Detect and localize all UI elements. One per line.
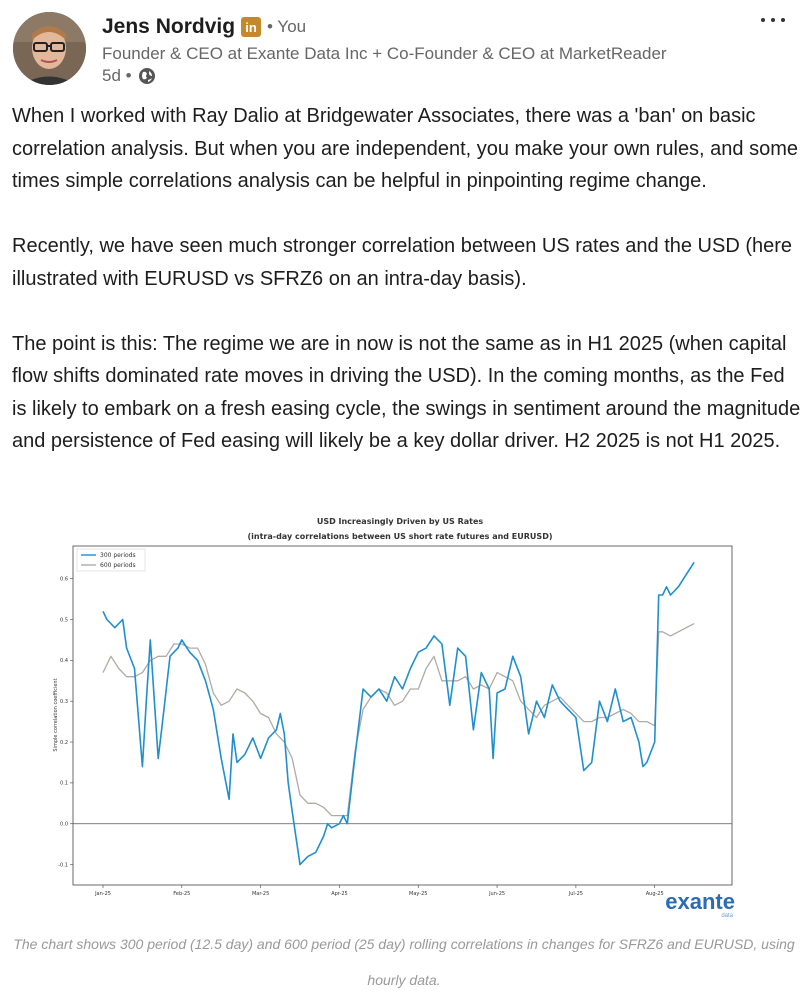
chart-image[interactable]: USD Increasingly Driven by US Rates (int…	[0, 512, 808, 920]
x-tick-label: May-25	[409, 891, 427, 897]
x-tick-label: Feb-25	[173, 891, 190, 897]
post-body: When I worked with Ray Dalio at Bridgewa…	[12, 100, 802, 490]
globe-icon	[138, 68, 155, 84]
post-header: Jens Nordvig in • You Founder & CEO at E…	[0, 0, 808, 92]
chart-title: USD Increasingly Driven by US Rates	[317, 517, 484, 526]
name-row: Jens Nordvig in • You	[102, 12, 667, 42]
correlation-chart: USD Increasingly Driven by US Rates (int…	[0, 512, 808, 920]
x-tick-label: Mar-25	[252, 891, 269, 897]
relation-label: • You	[267, 17, 307, 36]
series-layer	[102, 561, 695, 866]
y-tick-label: 0.1	[60, 781, 68, 787]
y-tick-label: 0.0	[60, 822, 68, 828]
author-headline: Founder & CEO at Exante Data Inc + Co-Fo…	[102, 44, 667, 63]
paragraph-1: When I worked with Ray Dalio at Bridgewa…	[12, 105, 799, 192]
author-block: Jens Nordvig in • You Founder & CEO at E…	[102, 12, 667, 86]
avatar[interactable]	[13, 12, 86, 85]
x-ticks: Jan-25 Feb-25 Mar-25 Apr-25 May-25 Jun-25 Jul-…	[94, 885, 664, 897]
y-axis-label: Simple correlation coefficient	[53, 678, 59, 751]
y-tick-label: 0.2	[60, 740, 68, 746]
image-caption: The chart shows 300 period (12.5 day) an…	[13, 936, 795, 988]
x-tick-label: Jul-25	[568, 891, 583, 897]
y-tick-label: -0.1	[58, 862, 68, 868]
author-name[interactable]: Jens Nordvig	[102, 15, 236, 38]
plot-frame	[72, 545, 733, 886]
y-tick-label: 0.3	[60, 699, 68, 705]
y-ticks: -0.1 0.0 0.1 0.2 0.3 0.4 0.5 0.6	[58, 576, 73, 868]
chart-subtitle: (intra-day correlations between US short…	[248, 532, 553, 541]
legend-label-600: 600 periods	[100, 562, 136, 569]
x-tick-label: Apr-25	[331, 891, 348, 897]
y-tick-label: 0.5	[60, 617, 68, 623]
x-tick-label: Jun-25	[488, 891, 505, 897]
post-meta: 5d •	[102, 66, 667, 86]
linkedin-premium-icon: in	[241, 17, 262, 37]
paragraph-3: The point is this: The regime we are in …	[12, 332, 801, 453]
legend-label-300: 300 periods	[100, 552, 136, 559]
y-tick-label: 0.6	[60, 576, 68, 582]
x-tick-label: Jan-25	[94, 891, 111, 897]
y-tick-label: 0.4	[60, 658, 68, 664]
exante-logo-sub: data	[721, 913, 733, 919]
series-300-periods-line	[102, 561, 695, 866]
avatar-image	[13, 12, 86, 85]
x-tick-label: Aug-25	[646, 891, 664, 897]
legend: 300 periods 600 periods	[76, 548, 146, 572]
exante-logo: exante	[665, 889, 735, 914]
post-age: 5d •	[102, 66, 132, 85]
more-dots-icon[interactable]	[758, 8, 788, 32]
series-600-periods-line	[102, 623, 695, 817]
paragraph-2: Recently, we have seen much stronger cor…	[12, 235, 793, 290]
